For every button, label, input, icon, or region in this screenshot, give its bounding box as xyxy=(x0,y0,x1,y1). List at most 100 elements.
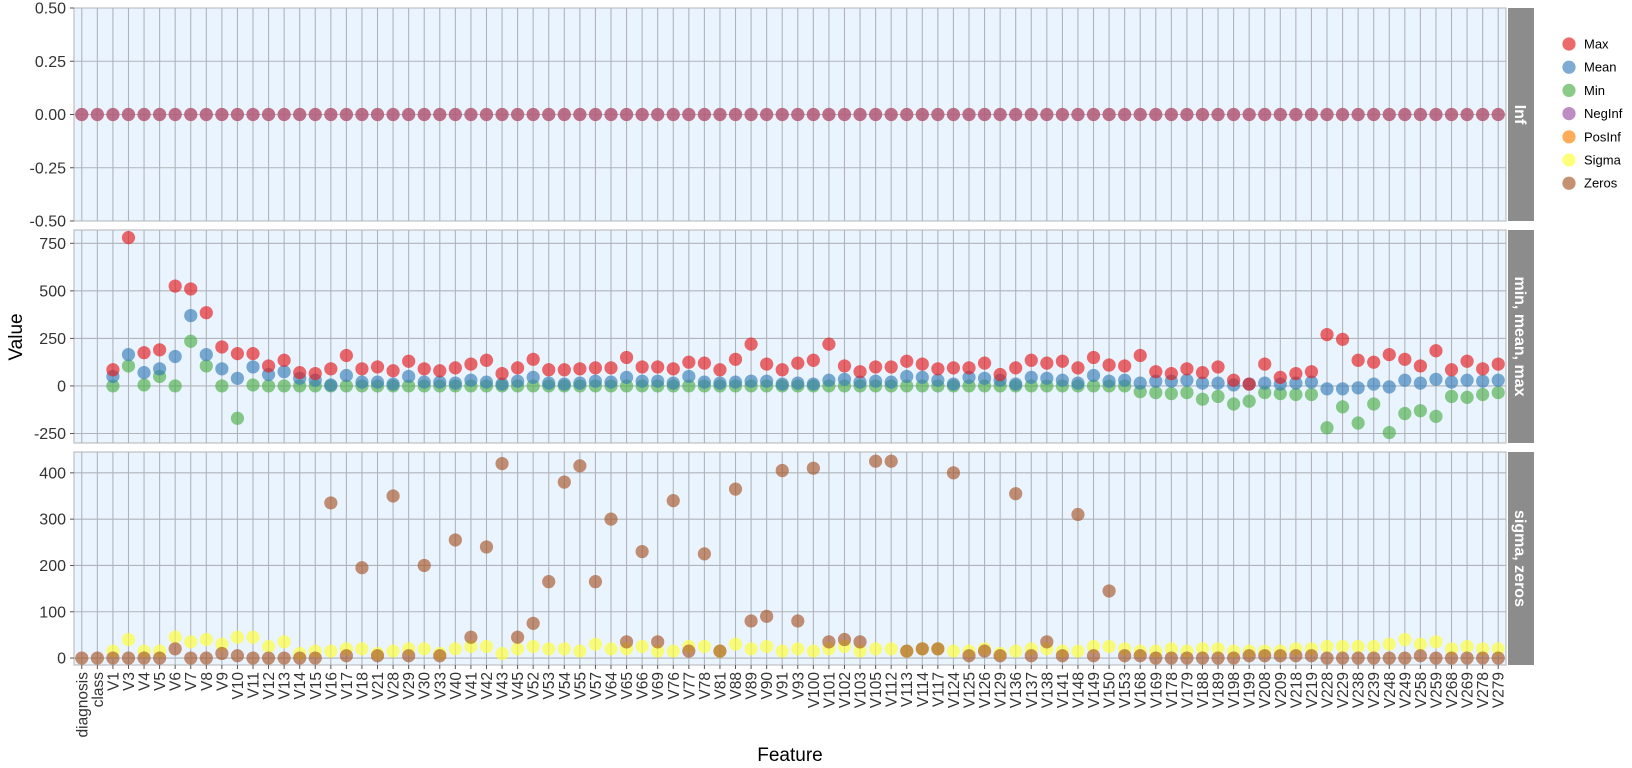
point-mean xyxy=(697,375,711,389)
point-sigma xyxy=(869,642,883,656)
x-tick-label: V153 xyxy=(1117,672,1134,708)
point-neginf xyxy=(666,107,680,122)
point-mean xyxy=(728,375,743,389)
point-sigma xyxy=(1460,639,1474,654)
point-max xyxy=(1055,354,1069,368)
point-zeros xyxy=(1086,649,1101,663)
point-zeros xyxy=(775,463,789,478)
point-max xyxy=(153,343,167,357)
point-max xyxy=(339,348,353,363)
point-neginf xyxy=(1009,107,1023,122)
x-tick-label: V103 xyxy=(853,672,870,708)
point-min xyxy=(1382,425,1396,440)
point-min xyxy=(1164,386,1178,401)
point-max xyxy=(1133,348,1147,363)
x-tick-label: V53 xyxy=(541,672,558,700)
point-neginf xyxy=(635,107,649,122)
point-sigma xyxy=(1491,642,1505,656)
point-mean xyxy=(619,370,634,384)
point-neginf xyxy=(106,107,120,122)
point-sigma xyxy=(448,642,462,656)
point-min xyxy=(246,378,260,392)
point-sigma xyxy=(355,642,369,656)
point-neginf xyxy=(697,107,711,122)
point-sigma xyxy=(1211,642,1225,656)
point-neginf xyxy=(1476,107,1490,122)
x-tick-label: V150 xyxy=(1102,672,1119,709)
point-sigma xyxy=(324,644,338,658)
x-tick-label: V42 xyxy=(479,672,496,700)
point-mean xyxy=(1460,373,1474,387)
point-sigma xyxy=(495,646,509,661)
point-min xyxy=(339,379,353,393)
point-neginf xyxy=(1367,107,1381,122)
point-neginf xyxy=(308,107,322,122)
point-neginf xyxy=(1429,107,1443,122)
point-mean xyxy=(900,369,914,384)
point-neginf xyxy=(417,107,431,122)
legend-key xyxy=(1562,130,1576,144)
point-max xyxy=(651,360,665,374)
point-zeros xyxy=(293,651,307,665)
x-tick-label: V124 xyxy=(946,672,963,709)
point-sigma xyxy=(1164,642,1178,656)
point-max xyxy=(1398,352,1412,366)
point-sigma xyxy=(1009,644,1023,658)
point-zeros xyxy=(90,651,104,665)
legend-label: Sigma xyxy=(1584,153,1622,168)
point-mean xyxy=(1009,377,1023,391)
point-zeros xyxy=(604,512,618,526)
strip-background xyxy=(1508,230,1534,443)
x-tick-label: V100 xyxy=(806,672,823,709)
point-max xyxy=(1444,363,1459,377)
point-zeros xyxy=(433,649,447,663)
point-sigma xyxy=(853,644,867,658)
x-tick-label: V9 xyxy=(214,672,231,691)
series-max xyxy=(106,231,1505,391)
x-tick-label: V14 xyxy=(292,672,309,700)
x-tick-label: V91 xyxy=(775,672,792,700)
legend-label: Max xyxy=(1584,37,1609,52)
point-neginf xyxy=(137,107,151,122)
point-neginf xyxy=(184,107,198,122)
point-max xyxy=(1086,350,1101,365)
point-zeros xyxy=(1398,651,1412,665)
point-min xyxy=(1491,386,1505,400)
point-neginf xyxy=(479,107,494,122)
point-max xyxy=(837,359,852,373)
point-zeros xyxy=(1164,651,1178,665)
point-min xyxy=(121,359,136,373)
point-zeros xyxy=(1429,651,1443,665)
series-mean xyxy=(106,308,1505,396)
legend-key xyxy=(1562,176,1576,190)
x-tick-label: V57 xyxy=(588,672,605,700)
point-mean xyxy=(837,372,852,386)
point-mean xyxy=(1118,373,1132,387)
point-sigma xyxy=(1320,639,1334,654)
point-max xyxy=(993,367,1007,382)
x-tick-label: V189 xyxy=(1211,672,1228,708)
series-neginf xyxy=(75,107,1505,122)
point-mean xyxy=(1040,371,1054,385)
x-tick-label: V117 xyxy=(930,672,947,707)
panel-1: 0.50 0.25 0.00 -0.25 -0.50 Inf xyxy=(30,1,1534,231)
point-mean xyxy=(884,375,898,389)
point-zeros xyxy=(728,482,743,496)
point-neginf xyxy=(542,107,556,122)
point-zeros xyxy=(1195,651,1210,665)
point-sigma xyxy=(386,644,400,658)
point-sigma xyxy=(744,642,758,656)
point-zeros xyxy=(791,614,805,628)
point-mean xyxy=(1367,377,1381,391)
x-tick-label: V101 xyxy=(821,672,838,708)
point-zeros xyxy=(121,651,136,665)
point-neginf xyxy=(339,107,353,122)
point-zeros xyxy=(1040,635,1054,649)
x-tick-label: V258 xyxy=(1413,672,1430,708)
point-max xyxy=(697,356,711,370)
point-neginf xyxy=(1304,107,1319,122)
legend-item-sigma: Sigma xyxy=(1562,153,1622,168)
x-gridlines xyxy=(81,452,1499,665)
point-sigma xyxy=(1351,639,1365,654)
point-min xyxy=(1351,416,1365,430)
